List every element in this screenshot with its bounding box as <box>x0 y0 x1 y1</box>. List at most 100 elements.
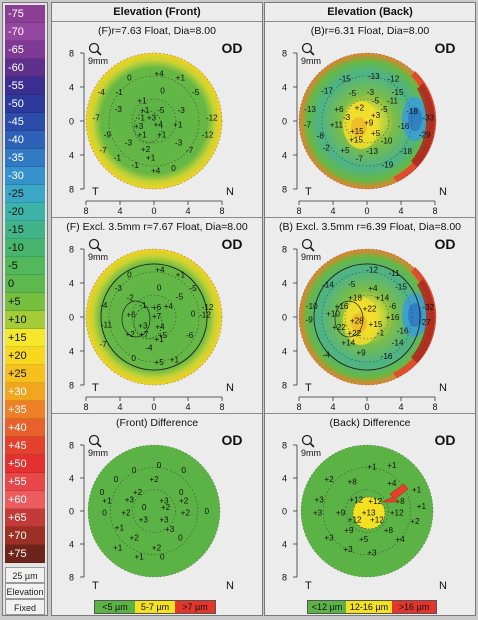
scale-cell: +20 <box>5 347 45 365</box>
outer-ring <box>85 248 223 386</box>
scale-range-label[interactable]: Fixed <box>5 599 45 615</box>
elevation-value: +2 <box>179 496 189 505</box>
elevation-value: +1 <box>113 543 123 552</box>
zoom-label: 9mm <box>88 252 108 262</box>
y-tick-label: 4 <box>69 83 74 93</box>
x-tick-label: 4 <box>117 402 122 411</box>
elevation-value: +1 <box>176 74 186 83</box>
y-tick-label: 4 <box>69 151 74 161</box>
outer-ring <box>298 52 436 190</box>
scale-cell: +30 <box>5 383 45 401</box>
elevation-value: +12 <box>349 495 363 504</box>
elevation-value: +14 <box>375 293 389 302</box>
elevation-value: +3 <box>125 495 135 504</box>
elevation-value: -11 <box>387 97 399 106</box>
outer-ring <box>298 248 436 386</box>
zone-ring <box>131 294 177 340</box>
y-tick-label: 4 <box>69 474 74 484</box>
temporal-marker: T <box>92 580 99 592</box>
elevation-value: +1 <box>367 462 377 471</box>
elevation-value: +5 <box>371 129 381 138</box>
divider <box>265 413 475 414</box>
scale-cell: +45 <box>5 437 45 455</box>
elevation-value: +2 <box>161 503 171 512</box>
x-tick-label: 4 <box>330 402 335 411</box>
y-tick-label: 4 <box>282 279 287 289</box>
elevation-value: -12 <box>366 265 378 274</box>
elevation-value: 0 <box>160 86 165 95</box>
x-tick-label: 8 <box>296 402 301 411</box>
scale-cell: +75 <box>5 545 45 563</box>
y-tick-label: 8 <box>69 245 74 255</box>
zoom-label: 9mm <box>88 56 108 66</box>
scale-mode-label[interactable]: Elevation <box>5 583 45 599</box>
elevation-value: -1 <box>138 114 146 123</box>
elevation-value: -16 <box>381 352 393 361</box>
elevation-value: -12 <box>387 75 399 84</box>
elevation-value: -18 <box>406 107 418 116</box>
elevation-value: -13 <box>366 147 378 156</box>
eye-label: OD <box>222 432 243 448</box>
y-tick-label: 8 <box>69 381 74 391</box>
x-tick-label: 4 <box>330 206 335 215</box>
elevation-value: +6 <box>126 310 136 319</box>
eye-label: OD <box>222 236 243 252</box>
elevation-value: -15 <box>392 88 404 97</box>
y-tick-label: 4 <box>282 474 287 484</box>
y-tick-label: 4 <box>69 540 74 550</box>
temporal-marker: T <box>305 580 312 592</box>
elevation-value: +1 <box>170 356 180 365</box>
zoom-label: 9mm <box>301 252 321 262</box>
eye-label: OD <box>435 40 456 56</box>
elevation-value: 0 <box>191 310 196 319</box>
y-tick-label: 4 <box>69 347 74 357</box>
eye-label: OD <box>435 236 456 252</box>
elevation-value: -3 <box>178 106 186 115</box>
scale-cell: -15 <box>5 221 45 239</box>
x-tick-label: 8 <box>219 402 224 411</box>
zoom-label: 9mm <box>301 448 321 458</box>
elevation-value: -14 <box>322 281 334 290</box>
elevation-value: +4 <box>155 265 165 274</box>
nasal-marker: N <box>439 186 447 198</box>
scale-step-label[interactable]: 25 µm <box>5 567 45 583</box>
elevation-value: -4 <box>323 350 331 359</box>
scale-cell: -5 <box>5 257 45 275</box>
elevation-value: -16 <box>398 122 410 131</box>
elevation-value: -5 <box>192 88 200 97</box>
scale-cell: +70 <box>5 527 45 545</box>
magnifier-icon <box>88 434 102 448</box>
elevation-value: -3 <box>343 113 351 122</box>
scale-cell: -20 <box>5 203 45 221</box>
exclusion-zone <box>334 300 364 338</box>
back-elevation-column: Elevation (Back) (B)r=6.31 Float, Dia=8.… <box>264 2 476 616</box>
scale-cell: +50 <box>5 455 45 473</box>
elevation-value: 0 <box>171 164 176 173</box>
y-tick-label: 8 <box>69 573 74 583</box>
highlight-arrow-icon <box>381 483 409 503</box>
elevation-value: -4 <box>98 88 106 97</box>
elevation-value: +2 <box>181 509 191 518</box>
elevation-value: 0 <box>132 466 137 475</box>
y-tick-label: 8 <box>282 573 287 583</box>
y-tick-label: 0 <box>282 507 287 517</box>
x-tick-label: 4 <box>398 402 403 411</box>
elevation-value: -7 <box>99 340 107 349</box>
elevation-value: +1 <box>115 524 125 533</box>
x-tick-label: 8 <box>219 206 224 215</box>
y-tick-label: 4 <box>282 540 287 550</box>
elevation-value: +6 <box>334 105 344 114</box>
elevation-value: +11 <box>330 120 344 129</box>
elevation-value: +2 <box>355 103 365 112</box>
elevation-value: -7 <box>93 114 101 123</box>
elevation-value: -17 <box>321 86 333 95</box>
elevation-value: +15 <box>350 127 364 136</box>
magnifier-icon <box>88 42 102 56</box>
elevation-value: +2 <box>324 475 334 484</box>
